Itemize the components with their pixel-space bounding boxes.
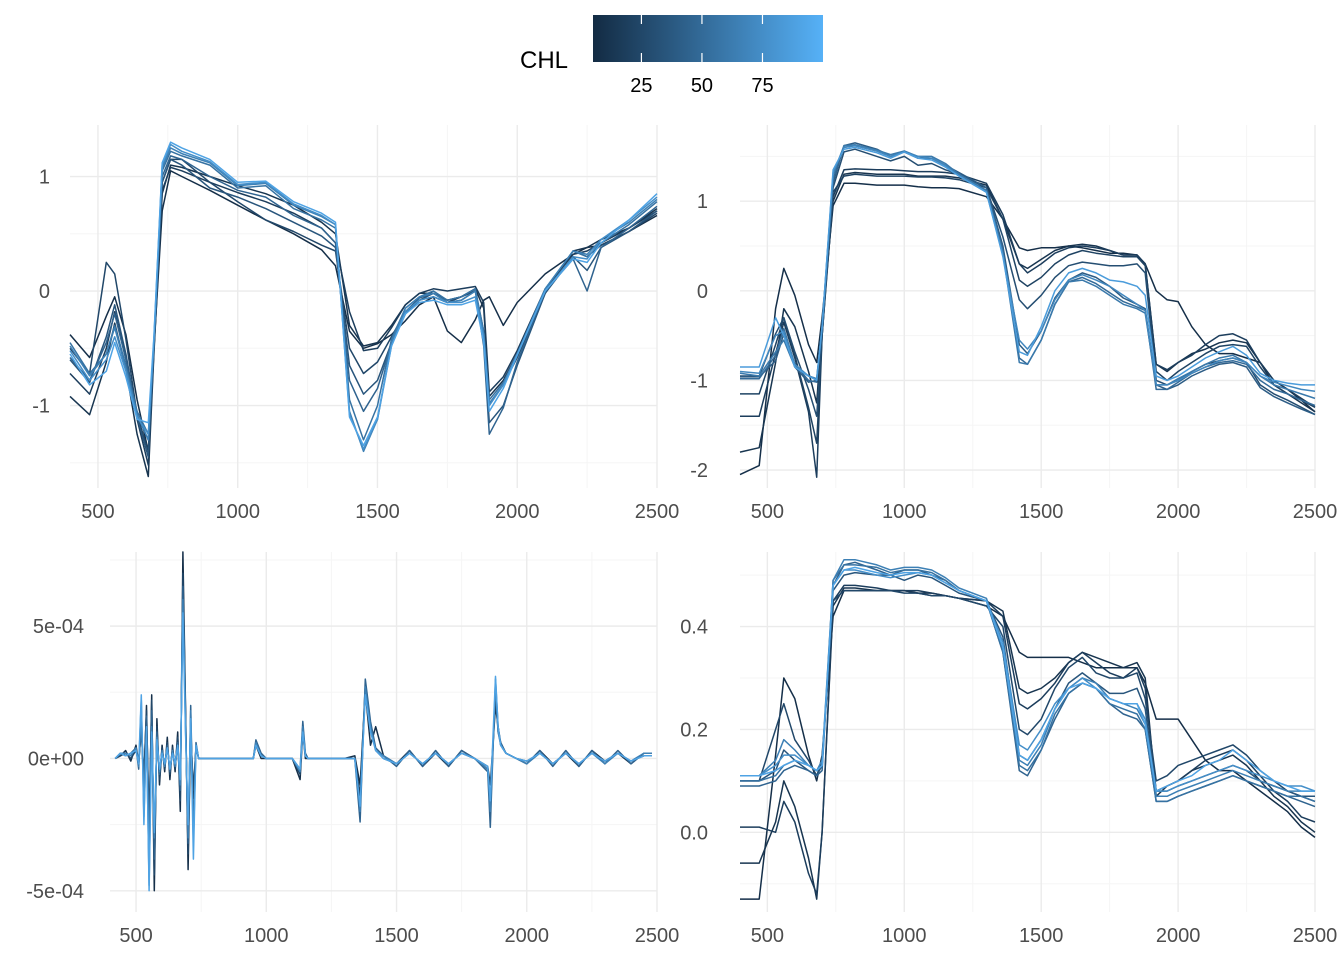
y-tick-label: 1 — [39, 167, 50, 189]
x-tick-label: 1500 — [1019, 925, 1064, 947]
spectrum-line — [69, 166, 658, 466]
x-tick-label: 1500 — [355, 501, 400, 523]
panel-top-left: 500 1000 1500 2000 2500 -1 0 1 — [32, 125, 679, 523]
spectrum-line — [69, 164, 658, 478]
x-tick-label: 1000 — [244, 925, 289, 947]
x-tick-label: 2000 — [1156, 925, 1201, 947]
y-tick-label: 0.2 — [680, 719, 708, 741]
spectrum-line — [114, 612, 652, 892]
y-tick-label: -1 — [690, 370, 708, 392]
spectrum-line — [114, 551, 652, 892]
legend-ticks: 25 50 75 — [630, 15, 774, 97]
x-tick-label: 500 — [119, 925, 152, 947]
panel-bottom-left: 500 1000 1500 2000 2500 -5e-04 0e+00 5e-04 — [26, 551, 680, 947]
y-tick-label: 0 — [39, 281, 50, 303]
spectrum-line — [114, 585, 652, 860]
legend-tick-label: 25 — [630, 75, 652, 97]
spectrum-line — [69, 170, 658, 453]
x-tick-label: 1500 — [374, 925, 419, 947]
panel-bottom-right: 500 1000 1500 2000 2500 0.0 0.2 0.4 — [680, 552, 1337, 947]
spectrum-line — [739, 182, 1316, 476]
x-tick-label: 500 — [751, 501, 784, 523]
y-tick-label: 5e-04 — [33, 616, 84, 638]
y-tick-label: -2 — [690, 460, 708, 482]
x-tick-label: 500 — [751, 925, 784, 947]
y-tick-label: 0.0 — [680, 822, 708, 844]
spectrum-line — [69, 158, 658, 453]
x-tick-label: 1000 — [882, 925, 927, 947]
spectrum-line — [740, 584, 1316, 895]
x-tick-label: 2000 — [505, 925, 550, 947]
x-tick-label: 2500 — [1293, 501, 1338, 523]
spectrum-line — [740, 168, 1316, 478]
x-tick-label: 1500 — [1019, 501, 1064, 523]
x-tick-label: 1000 — [215, 501, 260, 523]
y-tick-label: 0.4 — [680, 617, 708, 639]
x-tick-label: 2000 — [495, 501, 540, 523]
legend-title: CHL — [520, 47, 568, 74]
spectrum-line — [740, 146, 1315, 386]
x-tick-label: 1000 — [882, 501, 927, 523]
spectrum-line — [69, 141, 658, 447]
legend-tick-label: 75 — [751, 75, 773, 97]
spectrum-line — [69, 155, 658, 441]
spectrum-line — [69, 158, 658, 458]
spectrum-line — [69, 150, 658, 441]
x-tick-label: 2500 — [1293, 925, 1338, 947]
spectrum-line — [69, 143, 658, 450]
y-tick-label: -5e-04 — [26, 881, 84, 903]
legend: CHL 25 50 75 — [520, 15, 823, 97]
x-tick-label: 500 — [81, 501, 114, 523]
legend-colorbar — [593, 15, 823, 62]
spectrum-line — [114, 572, 652, 876]
y-tick-label: 0e+00 — [28, 748, 84, 770]
y-tick-label: 0 — [697, 281, 708, 303]
legend-tick-label: 50 — [691, 75, 713, 97]
x-tick-label: 2500 — [635, 925, 680, 947]
x-tick-label: 2000 — [1156, 501, 1201, 523]
panel-top-right: 500 1000 1500 2000 2500 -2 -1 0 1 — [690, 125, 1337, 523]
y-tick-label: 1 — [697, 191, 708, 213]
spectrum-line — [739, 171, 1316, 453]
spectrum-line — [740, 566, 1315, 792]
y-tick-label: -1 — [32, 396, 50, 418]
x-tick-label: 2500 — [635, 501, 680, 523]
